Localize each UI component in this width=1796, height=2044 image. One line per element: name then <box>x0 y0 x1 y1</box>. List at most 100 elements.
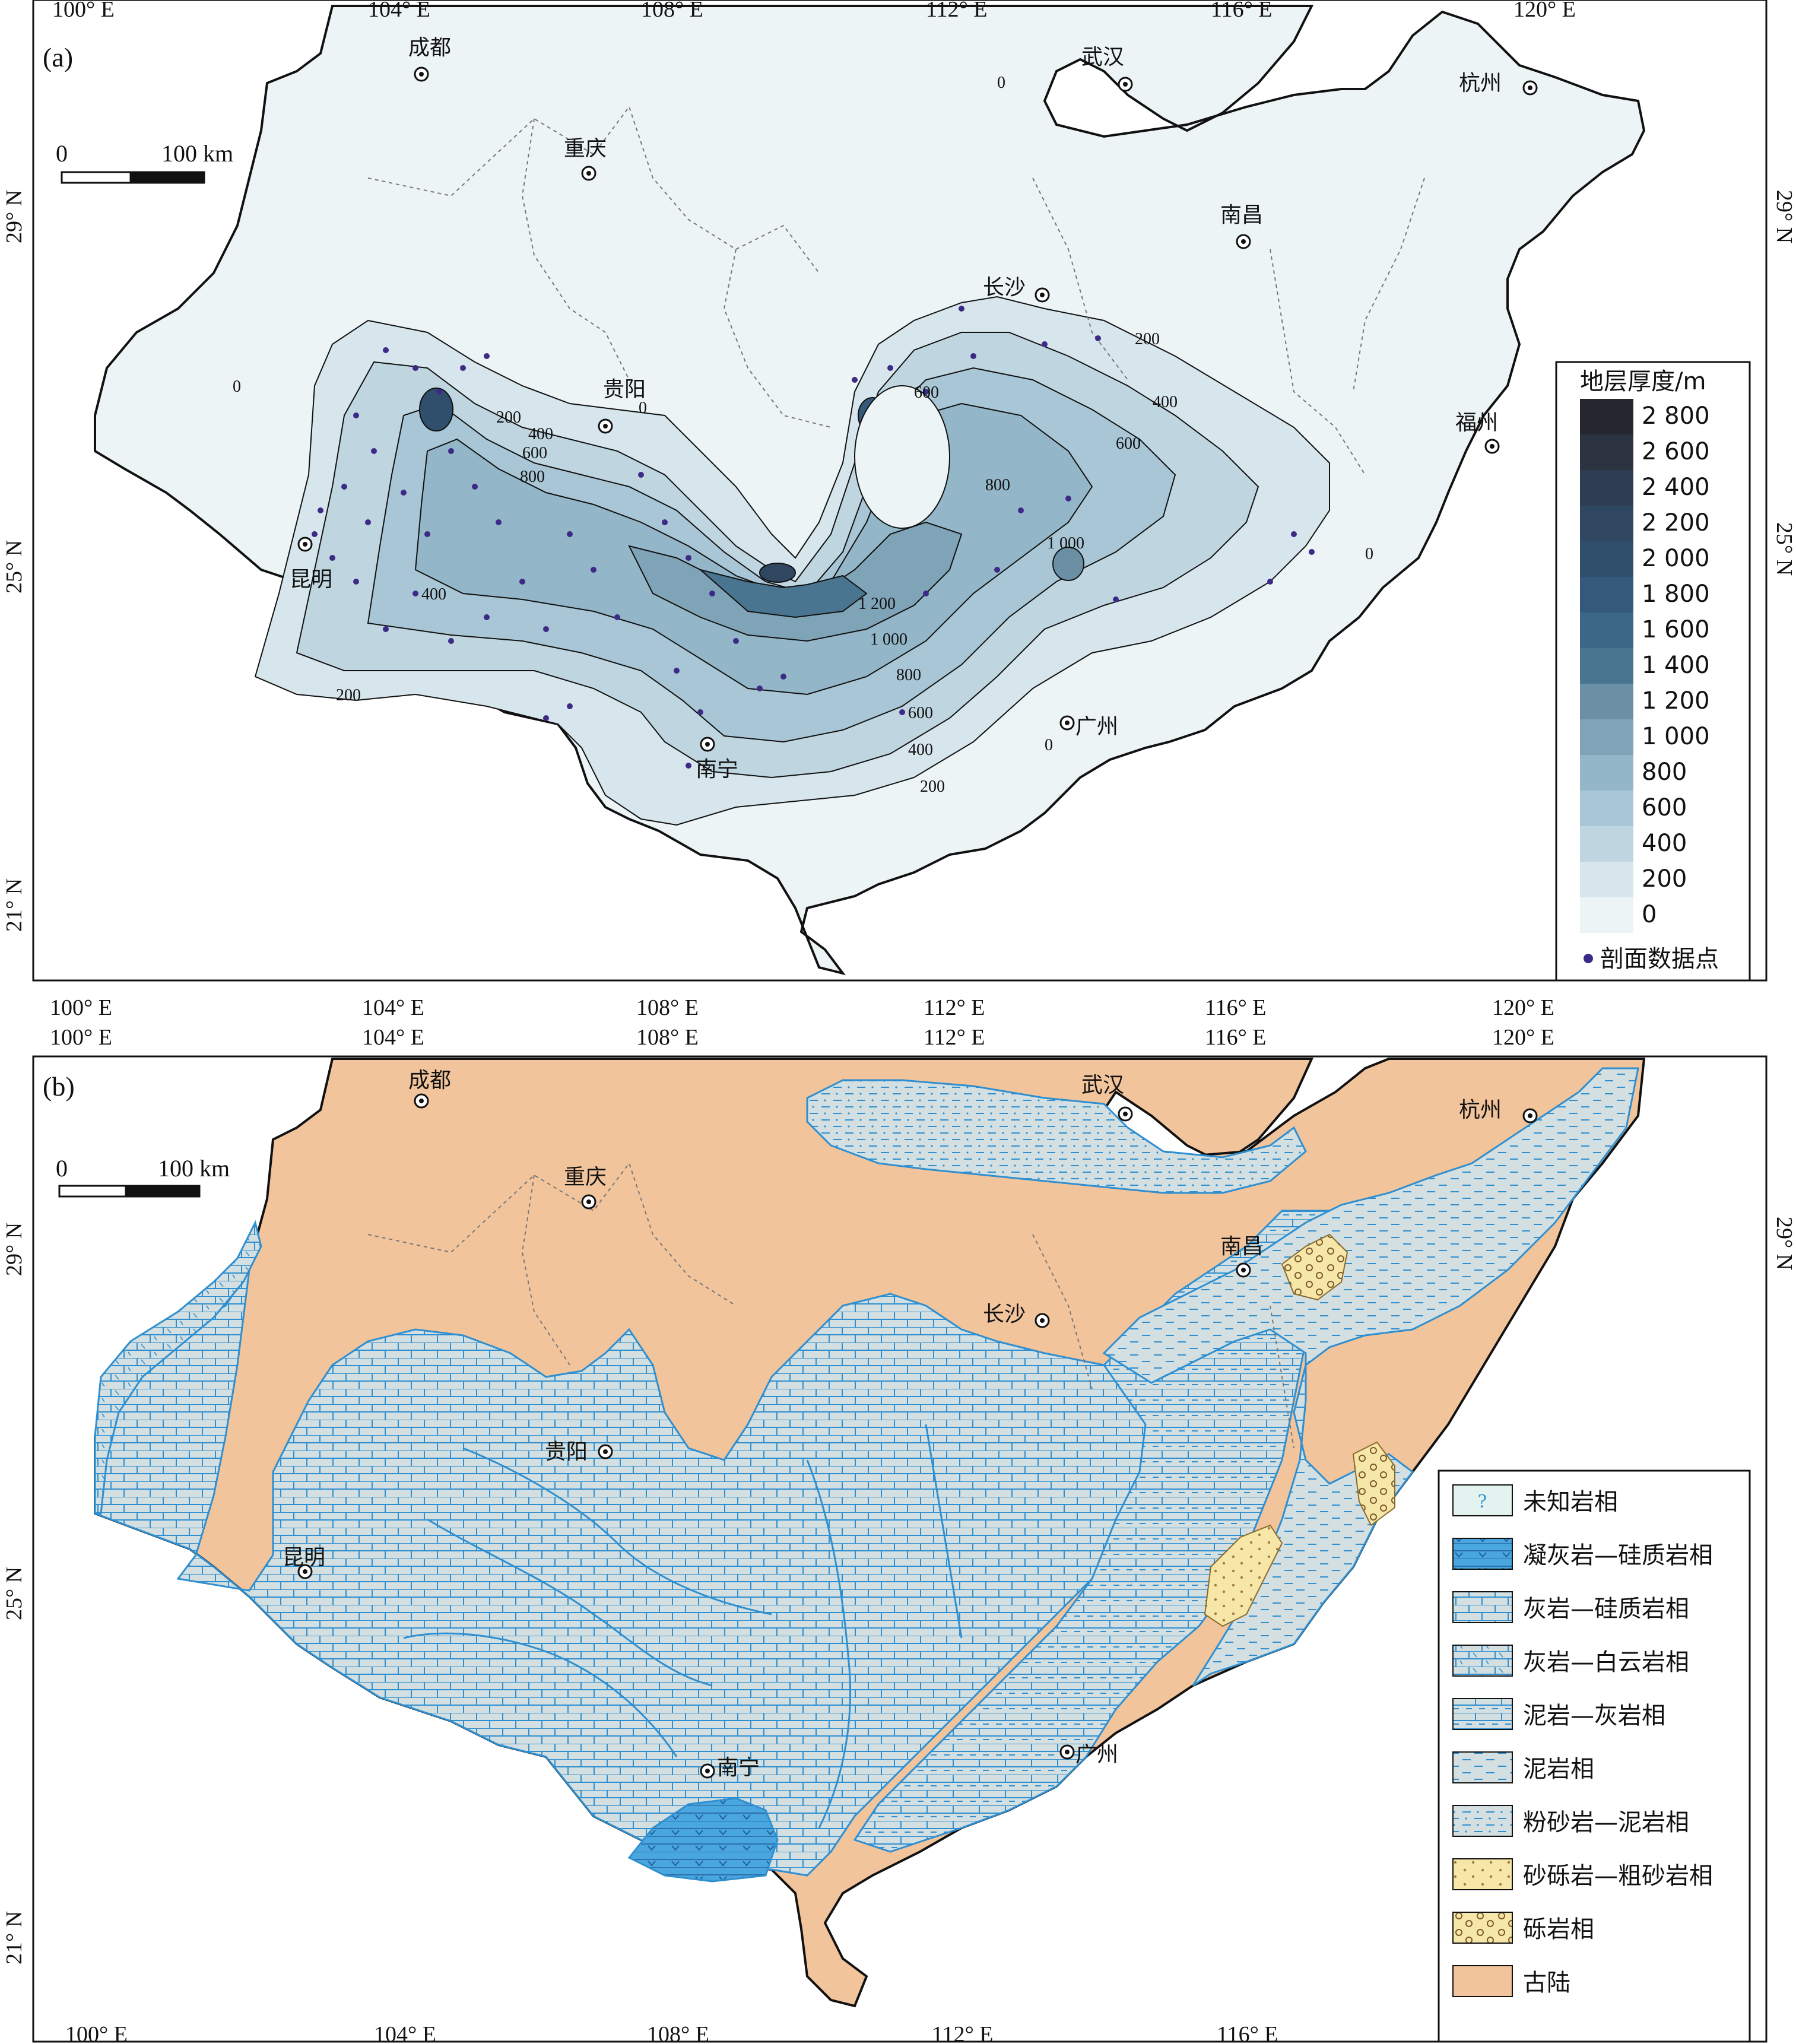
city-marker: 杭州 <box>1459 71 1538 96</box>
legend-class-label: 1 400 <box>1642 652 1710 679</box>
scale-bar-b: 0 100 km <box>56 1155 230 1198</box>
axis-ticks-b: 100° E 104° E 108° E 112° E 116° E 120° … <box>2 1025 1796 1964</box>
contour-label: 600 <box>1116 434 1141 453</box>
contour-label: 0 <box>997 74 1005 92</box>
contour-label: 400 <box>421 585 446 604</box>
legend-label: 粉砂岩—泥岩相 <box>1523 1809 1689 1836</box>
lon-tick: 104° E <box>362 995 424 1020</box>
contour-labels: 0 0 0 0 0 200 200 200 200 400 400 400 40… <box>233 74 1373 796</box>
legend-point-symbol <box>1584 954 1593 963</box>
contour-label: 200 <box>1135 330 1160 348</box>
city-marker: 广州 <box>1059 1743 1118 1767</box>
city-label: 广州 <box>1075 715 1118 739</box>
legend-label: 灰岩—硅质岩相 <box>1523 1595 1689 1623</box>
province-boundaries-a <box>367 105 1425 475</box>
contour-fill-1200 <box>700 569 868 618</box>
legend-class-label: 2 400 <box>1642 474 1710 501</box>
facies-tuff-siliceous <box>627 1797 779 1883</box>
legend-label: 灰岩—白云岩相 <box>1523 1649 1689 1676</box>
scale-length: 100 km <box>158 1155 230 1182</box>
legend-class-label: 0 <box>1642 901 1657 928</box>
city-label: 南宁 <box>717 1756 760 1780</box>
legend-label: 砂砾岩—粗砂岩相 <box>1523 1862 1713 1890</box>
lon-tick: 108° E <box>647 2022 709 2044</box>
lon-tick: 108° E <box>636 995 699 1020</box>
contour-label: 1 000 <box>870 630 907 649</box>
city-label: 昆明 <box>283 1545 325 1570</box>
city-label: 南昌 <box>1220 203 1263 227</box>
legend-class-label: 800 <box>1642 758 1687 786</box>
city-marker: 武汉 <box>1081 1073 1133 1122</box>
city-label: 武汉 <box>1081 45 1124 69</box>
legend-swatch <box>1580 434 1633 470</box>
legend-item-gravel: 砾岩相 <box>1452 1912 1594 1944</box>
city-label: 武汉 <box>1081 1073 1124 1097</box>
legend-class-label: 1 000 <box>1642 723 1710 750</box>
city-marker: 昆明 <box>290 537 332 592</box>
facies-limestone-dolomite <box>94 1220 262 1515</box>
legend-swatch <box>1580 755 1633 791</box>
legend-swatch <box>1580 648 1633 684</box>
legend-swatches: 2 800 2 600 2 400 2 200 2 000 1 800 1 600 1 400… <box>1580 399 1710 933</box>
panel-label-b: (b) <box>43 1071 75 1102</box>
scale-zero: 0 <box>56 1155 68 1182</box>
lon-tick: 116° E <box>1217 2022 1278 2044</box>
legend-swatch <box>1580 684 1633 719</box>
contour-label: 0 <box>1045 736 1053 754</box>
scale-length: 100 km <box>161 140 233 167</box>
legend-swatch <box>1580 791 1633 826</box>
data-points <box>312 306 1315 769</box>
legend-class-label: 400 <box>1642 830 1687 857</box>
city-label: 贵阳 <box>545 1440 588 1464</box>
legend-swatch <box>1580 719 1633 755</box>
legend-points-label: 剖面数据点 <box>1600 945 1719 973</box>
facies-sandstone-gravel <box>1204 1524 1283 1627</box>
legend-swatch <box>1580 826 1633 862</box>
contour-label: 400 <box>528 425 553 443</box>
legend-class-label: 200 <box>1642 865 1687 893</box>
contour-label: 800 <box>985 476 1010 494</box>
legend-class-label: 1 800 <box>1642 580 1710 608</box>
legend-swatch <box>1580 577 1633 612</box>
contour-peak <box>1052 547 1084 581</box>
legend-swatch <box>1580 897 1633 933</box>
city-marker: 南昌 <box>1220 1234 1263 1278</box>
lon-tick: 104° E <box>368 0 430 22</box>
city-label: 昆明 <box>290 567 332 592</box>
city-marker: 贵阳 <box>545 1440 613 1464</box>
contour-peak <box>759 563 796 583</box>
legend-label: 古陆 <box>1523 1969 1570 1997</box>
legend-item-sandstone-gravel: 砂砾岩—粗砂岩相 <box>1452 1858 1713 1890</box>
lon-tick: 104° E <box>362 1025 424 1050</box>
legend-swatch <box>1580 862 1633 897</box>
legend-facies: ? 未知岩相 凝灰岩—硅质岩相 灰岩—硅质岩相 灰岩—白云岩相 泥岩—灰岩相 <box>1438 1469 1751 2043</box>
cities-b: 成都 武汉 杭州 重庆 南昌 长沙 贵阳 昆明 广州 南宁 <box>283 1068 1538 1780</box>
city-marker: 福州 <box>1455 411 1500 454</box>
city-label: 长沙 <box>983 1302 1026 1326</box>
legend-item-limestone-dolomite: 灰岩—白云岩相 <box>1452 1645 1689 1677</box>
legend-title: 地层厚度/m <box>1580 368 1706 395</box>
lon-tick: 100° E <box>50 995 112 1020</box>
legend-item-mudstone: 泥岩相 <box>1452 1751 1594 1783</box>
contour-label: 0 <box>639 399 647 417</box>
province-boundaries-b <box>367 1161 1294 1449</box>
lon-tick: 112° E <box>932 2022 994 2044</box>
scale-zero: 0 <box>56 140 68 167</box>
lat-tick: 29° N <box>1772 1217 1796 1270</box>
legend-class-label: 2 600 <box>1642 438 1710 465</box>
facies-siltstone-mudstone <box>806 1079 1307 1194</box>
legend-label: 砾岩相 <box>1523 1916 1594 1943</box>
city-marker: 贵阳 <box>598 377 646 434</box>
lon-tick: 112° E <box>924 995 985 1020</box>
legend-item-limestone-siliceous: 灰岩—硅质岩相 <box>1452 1591 1689 1623</box>
city-label: 成都 <box>408 1068 451 1093</box>
lon-tick: 108° E <box>636 1025 699 1050</box>
legend-item-unknown: ? 未知岩相 <box>1452 1484 1618 1516</box>
contour-peak <box>419 388 453 431</box>
city-marker: 昆明 <box>283 1545 325 1579</box>
legend-class-label: 2 800 <box>1642 402 1710 430</box>
city-label: 南昌 <box>1220 1234 1263 1259</box>
legend-item-siltstone-mudstone: 粉砂岩—泥岩相 <box>1452 1805 1689 1837</box>
contour-label: 0 <box>1365 545 1373 563</box>
facies-limestone-siliceous <box>94 1269 1153 1877</box>
